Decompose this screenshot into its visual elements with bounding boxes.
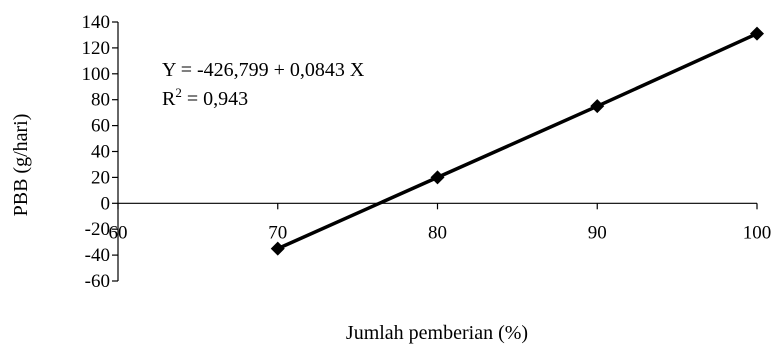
x-axis-ticks: 60 70 80 90 100 [109, 203, 772, 243]
x-axis-title: Jumlah pemberian (%) [346, 322, 528, 344]
y-tick-label: -60 [85, 271, 110, 292]
series-line [277, 32, 758, 251]
y-axis-title: PBB (g/hari) [10, 114, 32, 217]
x-tick-label: 90 [588, 222, 607, 243]
data-point-marker [590, 99, 605, 114]
regression-equation: Y = -426,799 + 0,0843 X [162, 59, 365, 81]
data-point-marker [750, 26, 764, 41]
y-tick-label: -40 [85, 245, 110, 266]
y-tick-label: 120 [82, 38, 111, 59]
x-tick-label: 60 [109, 222, 128, 243]
x-tick-label: 100 [743, 222, 772, 243]
r-squared-superscript: 2 [175, 85, 182, 100]
y-tick-label: -20 [85, 219, 110, 240]
y-axis-ticks: 140 120 100 80 60 40 20 0 -20 -40 -60 [82, 12, 118, 292]
y-tick-label: 0 [101, 193, 111, 214]
x-tick-label: 80 [428, 222, 447, 243]
data-point-marker [430, 170, 445, 185]
r-squared-value: = 0,943 [182, 88, 248, 110]
y-tick-label: 100 [82, 64, 111, 85]
r-squared-label: R2 = 0,943 [162, 85, 248, 110]
y-tick-label: 40 [91, 142, 110, 163]
r-squared-prefix: R [162, 88, 176, 110]
y-tick-label: 140 [82, 12, 111, 33]
series [270, 26, 764, 256]
data-point-marker [270, 241, 285, 256]
y-tick-label: 20 [91, 167, 110, 188]
y-tick-label: 80 [91, 90, 110, 111]
x-tick-label: 70 [268, 222, 287, 243]
y-tick-label: 60 [91, 116, 110, 137]
